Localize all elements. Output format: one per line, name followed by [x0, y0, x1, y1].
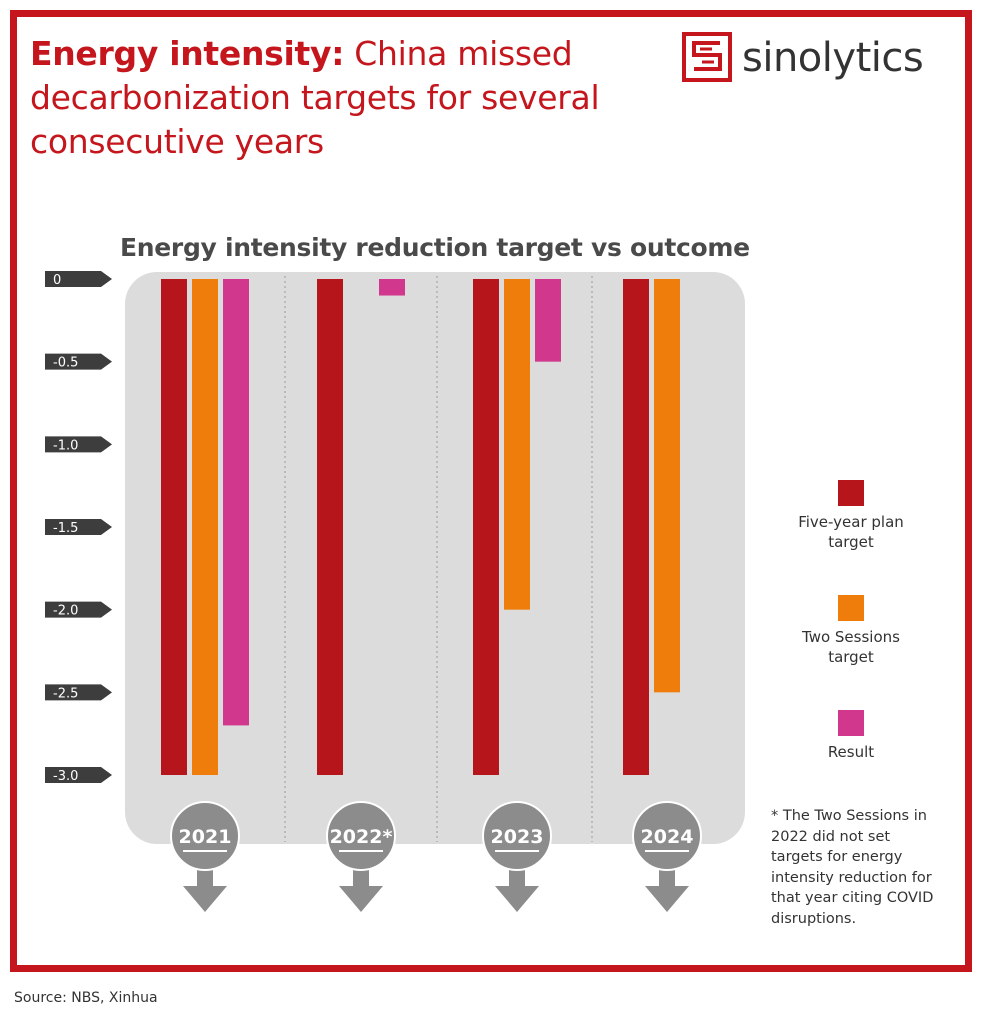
source-note: Source: NBS, Xinhua [14, 990, 158, 1006]
legend-label: target [828, 533, 874, 551]
y-tick-label: 0 [53, 273, 61, 288]
down-arrow-icon [495, 858, 539, 912]
category-label: 2022* [330, 826, 393, 848]
category-badge: 2023 [482, 801, 552, 912]
legend-label: Five-year plan [798, 513, 904, 531]
y-axis-ticks: 0 -0.5 -1.0 -1.5 -2.0 -2.5 -3.0 [45, 271, 112, 784]
chart-title: Energy intensity reduction target vs out… [120, 233, 750, 262]
bar [192, 279, 218, 775]
bar [623, 279, 649, 775]
category-badge: 2022* [326, 801, 396, 912]
bar [317, 279, 343, 775]
legend-item-two-sessions: Two Sessions target [751, 595, 951, 667]
y-tick-label: -3.0 [53, 769, 78, 784]
column-separators [284, 276, 593, 842]
bar [504, 279, 530, 610]
category-badges: 2021 2022* 2023 2024 [170, 801, 702, 912]
bar-chart: 0-0.5-1.0-1.5-2.0-2.5-3.0 2021 2022* 2023 2… [45, 271, 745, 912]
y-tick-label: -1.0 [53, 438, 78, 453]
legend-swatch [838, 480, 864, 506]
bar [161, 279, 187, 775]
bar [535, 279, 561, 362]
bar [654, 279, 680, 693]
badge-circle [170, 801, 240, 871]
bar [473, 279, 499, 775]
bar [379, 279, 405, 296]
s-maze-logo-icon [682, 32, 732, 82]
badge-circle [482, 801, 552, 871]
y-tick-label: -1.5 [53, 521, 78, 536]
badge-circle [326, 801, 396, 871]
y-tick-tag [45, 436, 112, 453]
legend-swatch [838, 710, 864, 736]
category-label: 2024 [641, 826, 694, 848]
y-tick-label: -2.5 [53, 686, 78, 701]
category-label: 2021 [179, 826, 232, 848]
badge-circle [632, 801, 702, 871]
legend-item-result: Result [751, 710, 951, 762]
y-tick-tag [45, 271, 112, 287]
headline-strong: Energy intensity: [30, 34, 345, 73]
y-tick-tag [45, 353, 112, 370]
legend-item-five-year-plan: Five-year plan target [751, 480, 951, 552]
down-arrow-icon [183, 858, 227, 912]
y-tick-tag [45, 684, 112, 701]
brand-logo: sinolytics [682, 32, 952, 86]
legend-label: Two Sessions [802, 628, 900, 646]
brand-name: sinolytics [742, 35, 924, 81]
headline: Energy intensity: China missed decarboni… [30, 32, 670, 164]
bar [223, 279, 249, 726]
y-tick-tag [45, 767, 112, 783]
headline-rest: China missed decarbonization targets for… [30, 34, 600, 161]
bars [161, 279, 680, 775]
legend-swatch [838, 595, 864, 621]
category-badge: 2021 [170, 801, 240, 912]
footnote: * The Two Sessions in 2022 did not set t… [771, 808, 934, 927]
category-badge: 2024 [632, 801, 702, 912]
y-tick-label: -0.5 [53, 356, 78, 371]
y-tick-label: -2.0 [53, 604, 78, 619]
legend-label: Result [827, 743, 875, 761]
chart-panel [125, 272, 745, 844]
legend-label: target [828, 648, 874, 666]
down-arrow-icon [645, 858, 689, 912]
y-tick-tag [45, 601, 112, 618]
y-tick-tag [45, 519, 112, 535]
down-arrow-icon [339, 858, 383, 912]
category-label: 2023 [491, 826, 544, 848]
